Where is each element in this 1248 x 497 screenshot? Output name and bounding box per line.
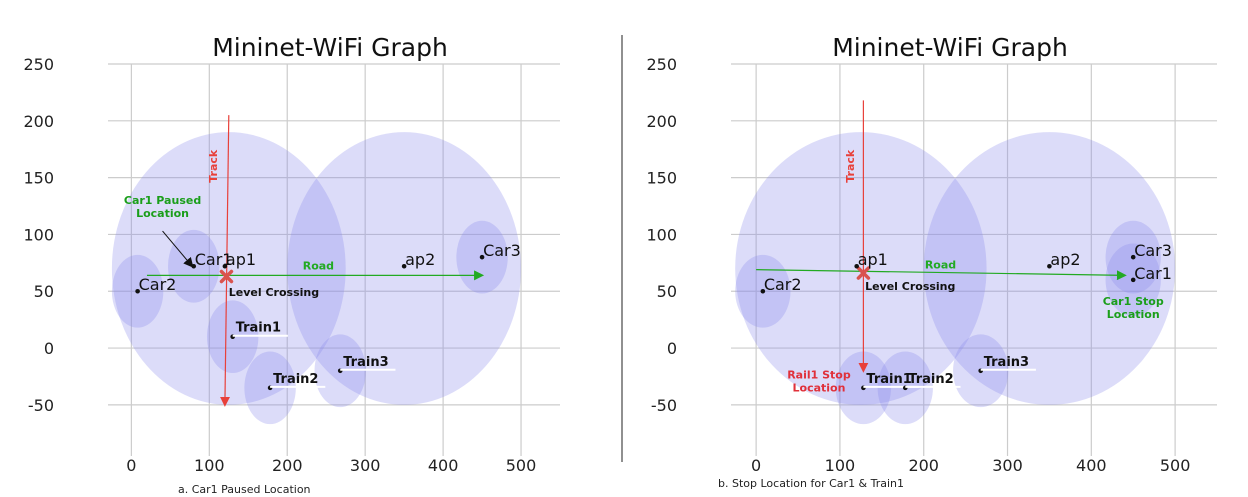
x-tick-label: 400 xyxy=(1076,456,1107,475)
y-tick-label: 150 xyxy=(646,169,677,188)
annotation-label: Rail1 Stop xyxy=(787,369,851,382)
x-tick-label: 500 xyxy=(1160,456,1191,475)
node-point xyxy=(854,263,859,269)
node-label: Train2 xyxy=(273,372,318,387)
x-tick-label: 400 xyxy=(428,456,459,475)
annotation-label: Location xyxy=(793,382,846,395)
x-tick-label: 200 xyxy=(908,456,939,475)
chart-stop-location: Mininet-WiFi Graph 0 100 200 300 400 500 -50 0 50… xyxy=(646,33,1217,475)
y-tick-label: 250 xyxy=(646,55,677,74)
x-tick-label: 0 xyxy=(126,456,136,475)
node-point xyxy=(401,263,407,269)
level-crossing-marker xyxy=(219,269,234,284)
y-tick-label: 200 xyxy=(646,112,677,131)
y-tick-label: 100 xyxy=(646,225,677,244)
caption-a: a. Car1 Paused Location xyxy=(178,483,311,496)
annotation-arrow xyxy=(162,230,194,268)
node-label: ap1 xyxy=(858,250,888,269)
signal-range xyxy=(111,132,346,405)
track-label: Track xyxy=(844,149,857,183)
node-label: ap2 xyxy=(405,250,435,269)
road-label: Road xyxy=(925,259,956,272)
node-label: Car1 xyxy=(195,250,233,269)
node-label: Train1 xyxy=(866,372,911,387)
node-point xyxy=(760,288,766,294)
x-tick-label: 300 xyxy=(992,456,1023,475)
road-line xyxy=(756,269,1127,281)
y-tick-label: -50 xyxy=(651,396,677,415)
level-crossing-label: Level Crossing xyxy=(229,286,319,299)
chart-car1-paused: Mininet-WiFi Graph 0 100 200 300 400 500 -50 0 50… xyxy=(23,33,560,475)
node-point xyxy=(135,288,140,294)
node-label: ap2 xyxy=(1050,250,1080,269)
y-tick-label: 250 xyxy=(23,55,54,74)
node-point xyxy=(1130,254,1136,260)
node-label: Train2 xyxy=(908,372,953,387)
annotation-label: Location xyxy=(1107,308,1160,321)
y-tick-label: 100 xyxy=(23,225,54,244)
node-label: Train1 xyxy=(236,321,281,336)
y-tick-label: 150 xyxy=(23,169,54,188)
node-label: Car2 xyxy=(764,275,802,294)
node-label: Car3 xyxy=(483,241,521,260)
node-label: Train3 xyxy=(343,355,388,370)
road-label: Road xyxy=(303,260,334,273)
track-line xyxy=(220,115,231,407)
node-point xyxy=(222,263,228,269)
node-label: ap1 xyxy=(226,250,256,269)
node-label: Car2 xyxy=(139,275,177,294)
track-label: Track xyxy=(207,149,220,183)
x-tick-label: 100 xyxy=(194,456,225,475)
x-tick-label: 300 xyxy=(350,456,381,475)
x-tick-label: 200 xyxy=(272,456,303,475)
y-tick-label: -50 xyxy=(28,396,54,415)
level-crossing-marker xyxy=(856,266,871,280)
annotation-label: Car1 Paused xyxy=(124,194,201,207)
y-tick-label: 50 xyxy=(657,282,677,301)
caption-b: b. Stop Location for Car1 & Train1 xyxy=(718,477,905,490)
node-point xyxy=(479,254,485,260)
annotation-label: Location xyxy=(136,207,189,220)
chart-title: Mininet-WiFi Graph xyxy=(212,33,448,62)
x-tick-label: 500 xyxy=(506,456,537,475)
annotation-label: Car1 Stop xyxy=(1103,295,1164,308)
y-tick-label: 0 xyxy=(667,339,677,358)
x-tick-label: 100 xyxy=(825,456,856,475)
y-tick-label: 200 xyxy=(23,112,54,131)
y-tick-label: 50 xyxy=(34,282,54,301)
node-label: Train3 xyxy=(984,355,1029,370)
node-point xyxy=(1130,277,1136,283)
chart-title: Mininet-WiFi Graph xyxy=(832,33,1068,62)
x-tick-label: 0 xyxy=(751,456,761,475)
node-point xyxy=(1047,263,1052,269)
node-label: Car1 xyxy=(1134,264,1172,283)
y-tick-label: 0 xyxy=(44,339,54,358)
level-crossing-label: Level Crossing xyxy=(865,280,955,293)
node-label: Car3 xyxy=(1134,241,1172,260)
